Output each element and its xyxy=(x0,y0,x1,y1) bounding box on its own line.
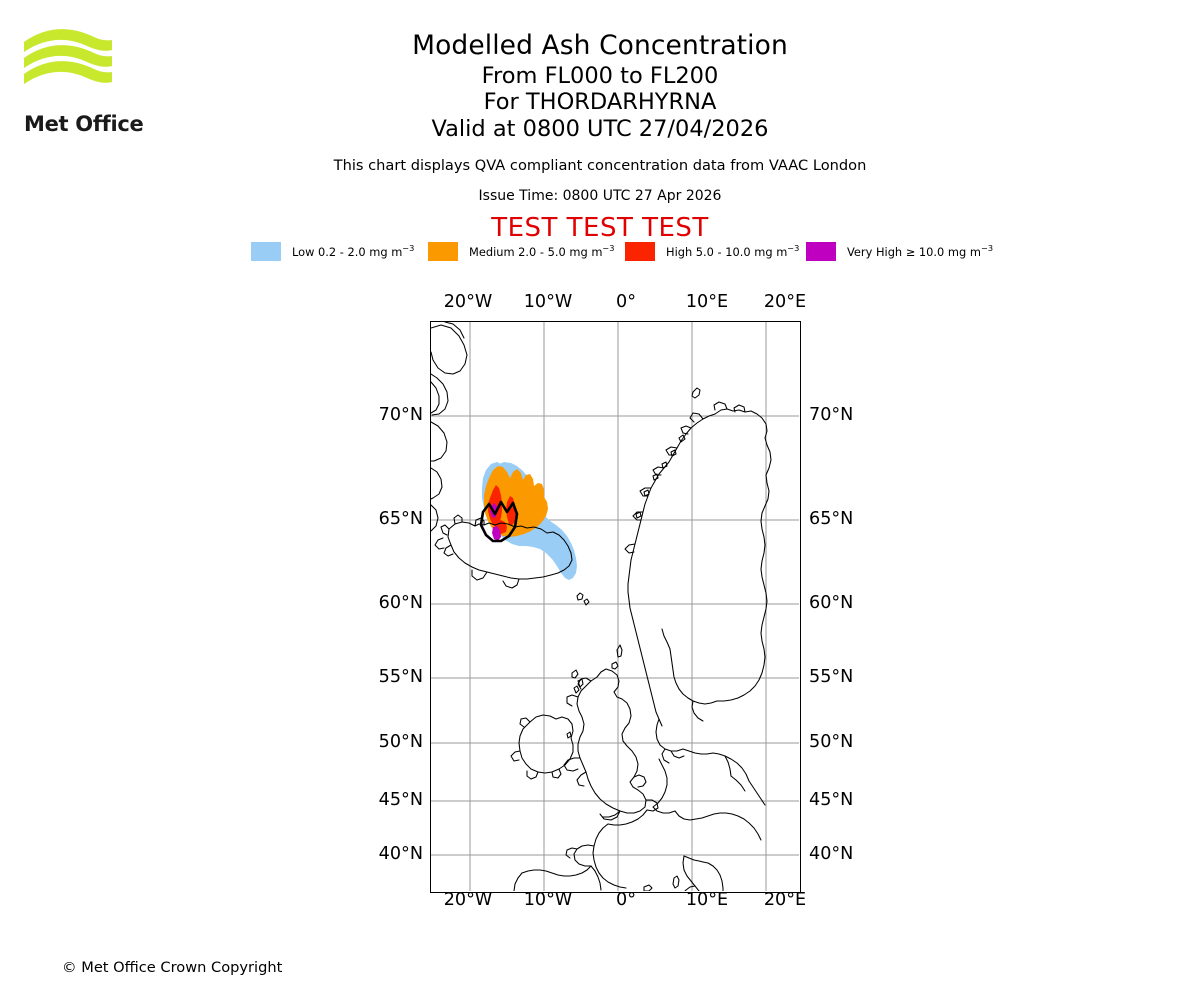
legend-swatch-very-high xyxy=(806,241,836,261)
lat-label-right-55: 55°N xyxy=(809,667,854,687)
title-volcano: For THORDARHYRNA xyxy=(483,89,717,115)
lat-label-left-45: 45°N xyxy=(378,790,423,810)
chart-subtitle: This chart displays QVA compliant concen… xyxy=(333,157,867,174)
title-flight-levels: From FL000 to FL200 xyxy=(481,63,719,89)
concentration-legend: Low 0.2 - 2.0 mg m−3 Medium 2.0 - 5.0 mg… xyxy=(0,240,1200,264)
map-canvas xyxy=(431,322,799,891)
legend-label-high: High 5.0 - 10.0 mg m−3 xyxy=(666,242,800,259)
legend-swatch-high xyxy=(625,241,655,261)
lon-label-bottom-1: 10°W xyxy=(523,890,573,910)
lat-label-right-40: 40°N xyxy=(809,844,854,864)
lat-label-right-70: 70°N xyxy=(809,405,854,425)
met-office-wordmark: Met Office xyxy=(24,112,144,136)
lat-label-right-45: 45°N xyxy=(809,790,854,810)
legend-label-very-high: Very High ≥ 10.0 mg m−3 xyxy=(847,242,994,259)
legend-item-very-high: Very High ≥ 10.0 mg m−3 xyxy=(806,240,993,262)
lon-label-bottom-0: 20°W xyxy=(443,890,493,910)
lon-label-top-4: 20°E xyxy=(763,292,807,312)
legend-swatch-medium xyxy=(428,241,458,261)
copyright-notice: © Met Office Crown Copyright xyxy=(62,959,283,976)
lon-label-bottom-2: 0° xyxy=(616,890,636,910)
lon-label-top-0: 20°W xyxy=(443,292,493,312)
map-frame[interactable] xyxy=(430,321,801,893)
lat-label-right-60: 60°N xyxy=(809,593,854,613)
lat-label-left-50: 50°N xyxy=(378,732,423,752)
coastlines xyxy=(431,322,772,891)
test-banner: TEST TEST TEST xyxy=(491,213,709,243)
legend-swatch-low xyxy=(251,241,281,261)
volcano-marker xyxy=(479,500,519,543)
legend-label-medium: Medium 2.0 - 5.0 mg m−3 xyxy=(469,242,615,259)
lat-label-left-70: 70°N xyxy=(378,405,423,425)
issue-time: Issue Time: 0800 UTC 27 Apr 2026 xyxy=(478,188,722,204)
title-valid-time: Valid at 0800 UTC 27/04/2026 xyxy=(431,116,769,142)
legend-item-medium: Medium 2.0 - 5.0 mg m−3 xyxy=(428,240,615,262)
legend-item-high: High 5.0 - 10.0 mg m−3 xyxy=(625,240,799,262)
met-office-waves-icon xyxy=(24,29,112,84)
lat-label-left-40: 40°N xyxy=(378,844,423,864)
lon-label-bottom-3: 10°E xyxy=(685,890,729,910)
lat-label-left-65: 65°N xyxy=(378,509,423,529)
legend-item-low: Low 0.2 - 2.0 mg m−3 xyxy=(251,240,414,262)
legend-label-low: Low 0.2 - 2.0 mg m−3 xyxy=(292,242,415,259)
lat-label-left-60: 60°N xyxy=(378,593,423,613)
lon-label-bottom-4: 20°E xyxy=(763,890,807,910)
lon-label-top-1: 10°W xyxy=(523,292,573,312)
lat-label-left-55: 55°N xyxy=(378,667,423,687)
page-title: Modelled Ash Concentration xyxy=(412,30,788,61)
map-area[interactable] xyxy=(430,321,801,893)
met-office-logo: Met Office xyxy=(12,24,202,136)
lat-label-right-50: 50°N xyxy=(809,732,854,752)
lon-label-top-3: 10°E xyxy=(685,292,729,312)
lat-label-right-65: 65°N xyxy=(809,509,854,529)
lon-label-top-2: 0° xyxy=(616,292,636,312)
